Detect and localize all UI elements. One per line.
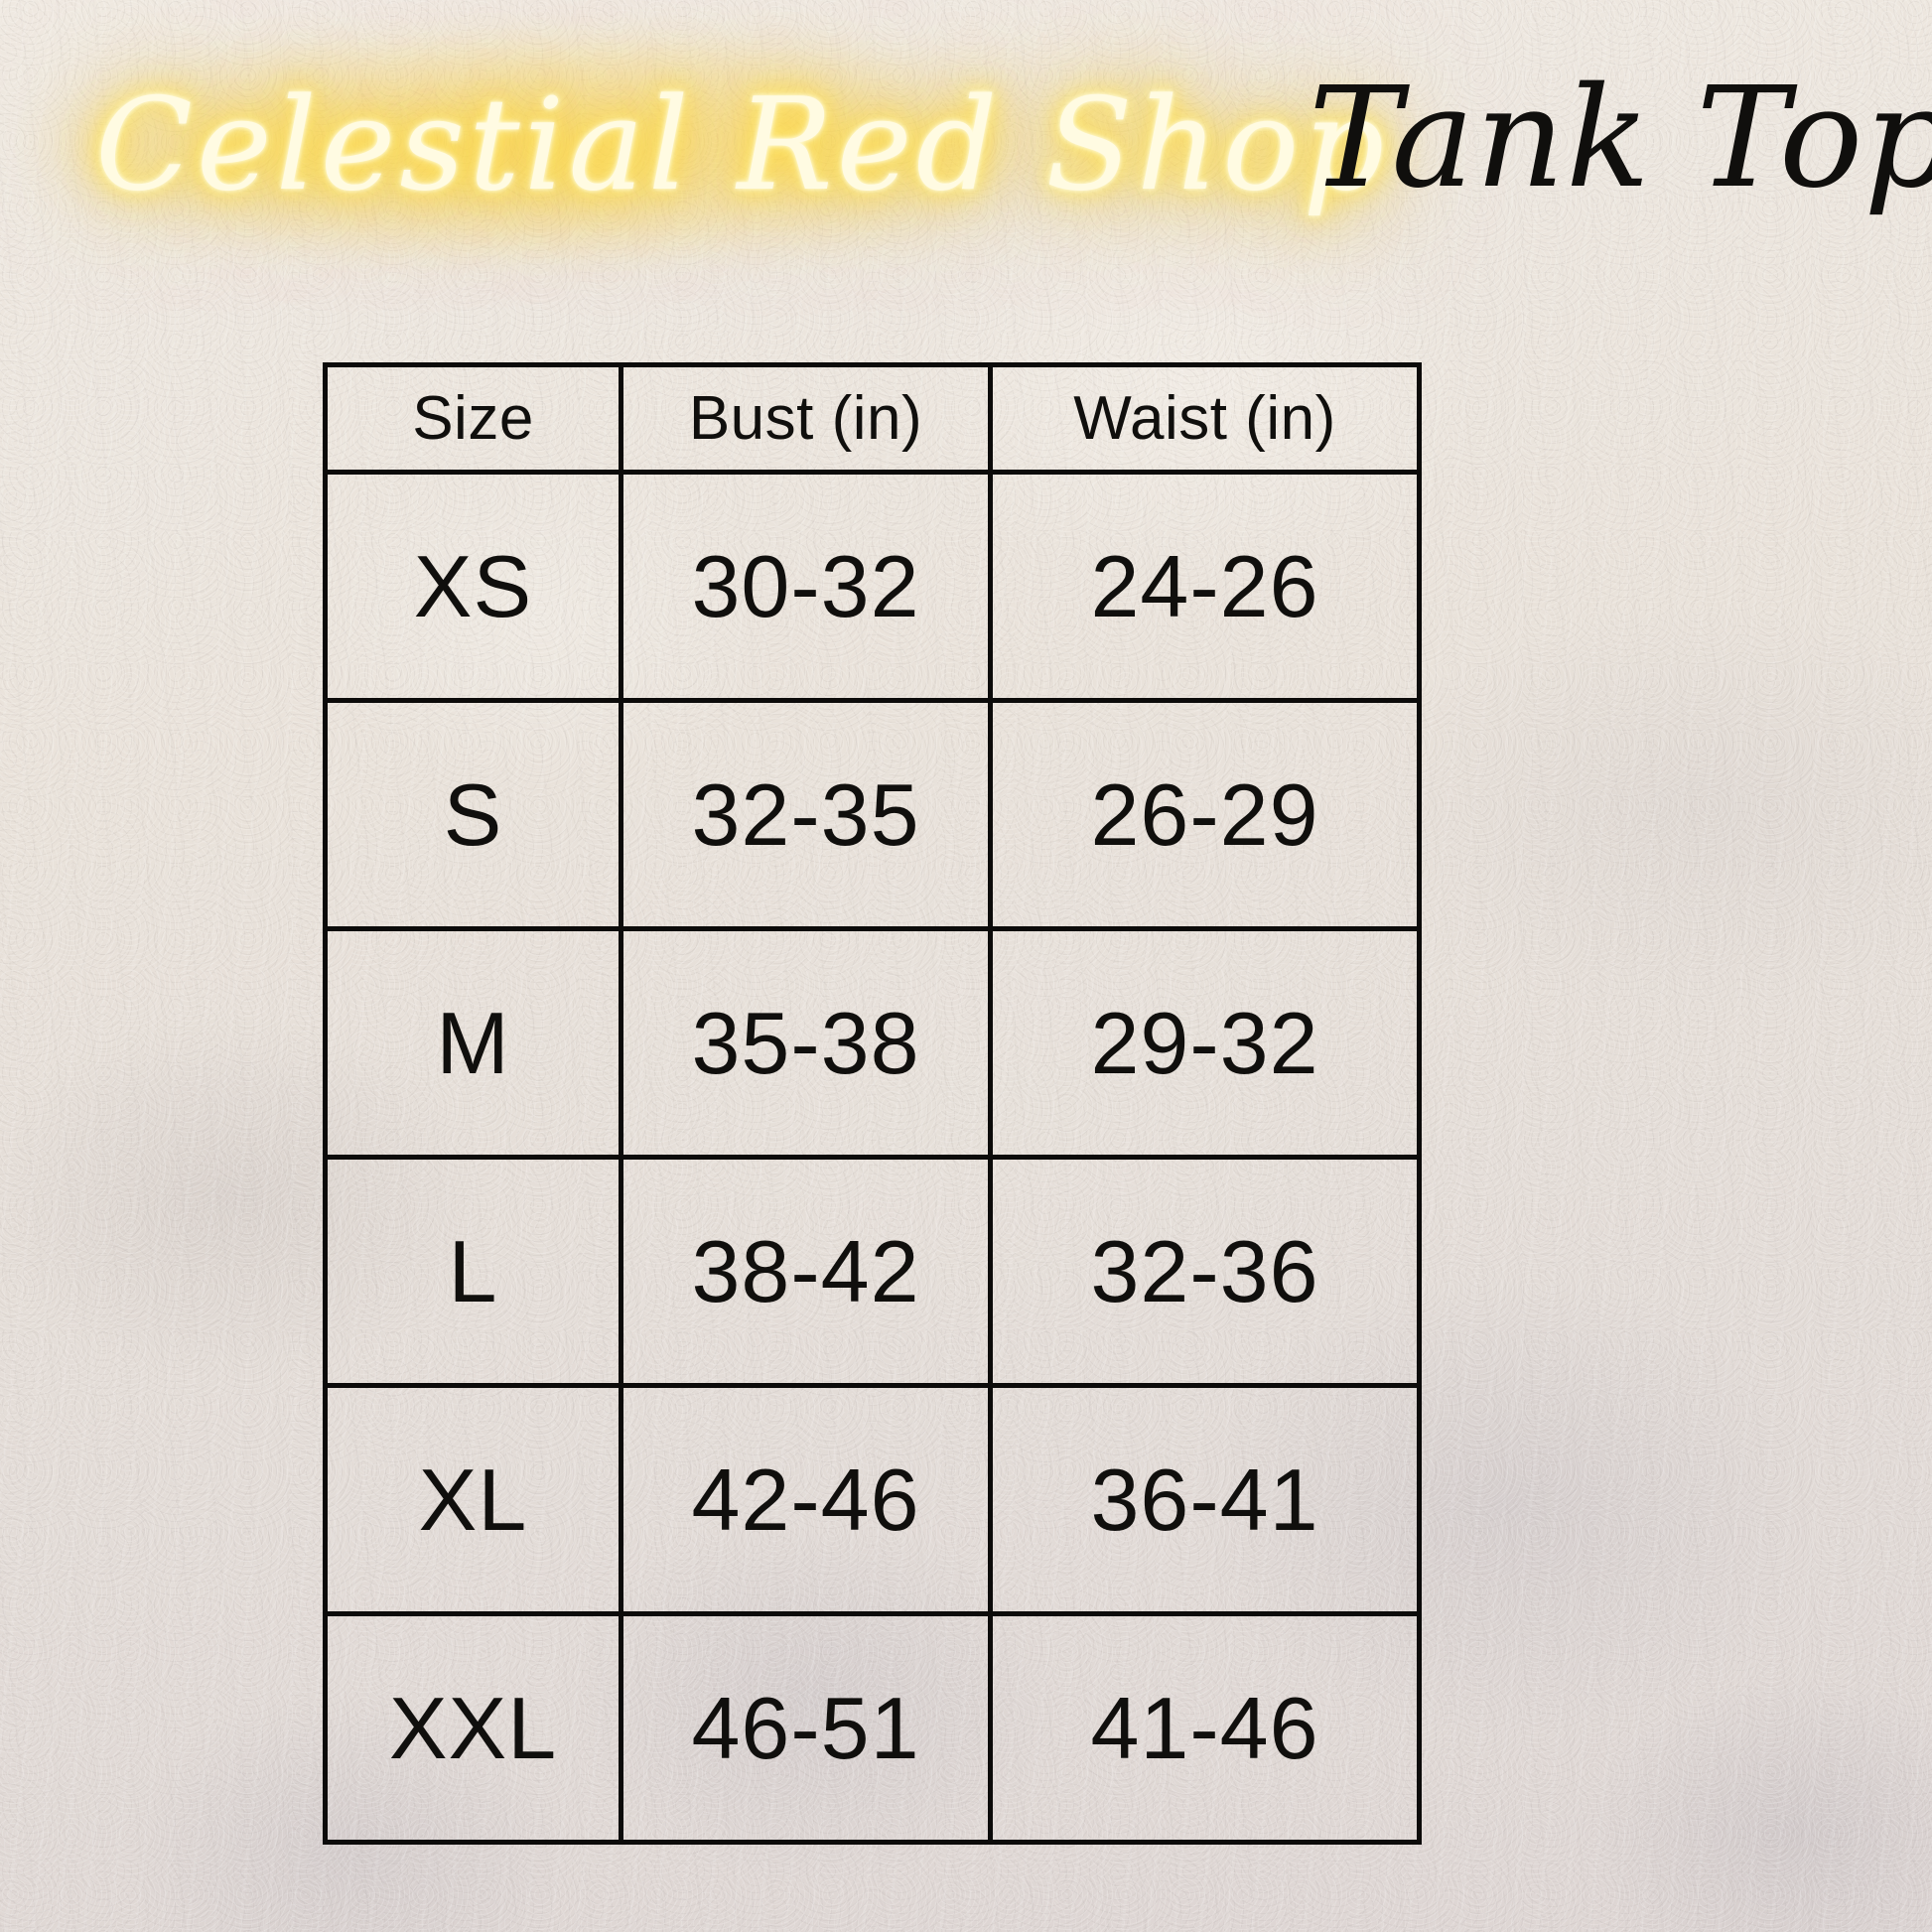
table-row: XXL 46-51 41-46 — [323, 1611, 1422, 1845]
column-header-size: Size — [323, 362, 623, 475]
cell-bust: 46-51 — [619, 1611, 993, 1845]
cell-size: XXL — [323, 1611, 623, 1845]
table-row: S 32-35 26-29 — [323, 698, 1422, 931]
cell-waist: 24-26 — [988, 470, 1422, 703]
table-header-row: Size Bust (in) Waist (in) — [323, 362, 1422, 475]
table-row: XS 30-32 24-26 — [323, 470, 1422, 703]
cell-size: XS — [323, 470, 623, 703]
cell-waist: 26-29 — [988, 698, 1422, 931]
cell-bust: 30-32 — [619, 470, 993, 703]
column-header-bust: Bust (in) — [619, 362, 993, 475]
cell-waist: 32-36 — [988, 1155, 1422, 1388]
cell-bust: 35-38 — [619, 926, 993, 1160]
brand-name-neon: Celestial Red Shop — [95, 71, 1389, 219]
cell-waist: 36-41 — [988, 1383, 1422, 1616]
size-chart-body: XS 30-32 24-26 S 32-35 26-29 M 35-38 29-… — [323, 470, 1422, 1845]
table-row: M 35-38 29-32 — [323, 926, 1422, 1160]
size-chart-header-row: Size Bust (in) Waist (in) — [323, 362, 1422, 475]
product-name-title: Tank Top — [1309, 58, 1932, 219]
cell-size: S — [323, 698, 623, 931]
cell-size: L — [323, 1155, 623, 1388]
column-header-waist: Waist (in) — [988, 362, 1422, 475]
table-row: L 38-42 32-36 — [323, 1155, 1422, 1388]
cell-size: M — [323, 926, 623, 1160]
header: Celestial Red Shop Tank Top — [0, 0, 1932, 298]
cell-size: XL — [323, 1383, 623, 1616]
table-row: XL 42-46 36-41 — [323, 1383, 1422, 1616]
size-chart-table: Size Bust (in) Waist (in) XS 30-32 24-26… — [323, 362, 1422, 1845]
cell-waist: 29-32 — [988, 926, 1422, 1160]
cell-bust: 32-35 — [619, 698, 993, 931]
cell-bust: 42-46 — [619, 1383, 993, 1616]
cell-waist: 41-46 — [988, 1611, 1422, 1845]
cell-bust: 38-42 — [619, 1155, 993, 1388]
